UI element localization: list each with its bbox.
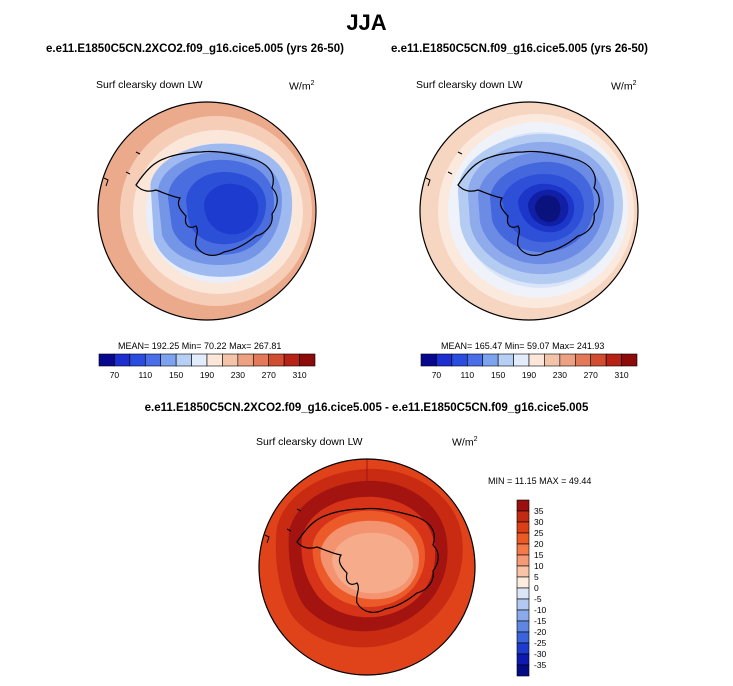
colorbar-diff-swatch bbox=[516, 653, 530, 666]
colorbar-right-swatch bbox=[497, 353, 514, 367]
units-label-right: W/m2 bbox=[611, 80, 637, 93]
colorbar-right-swatch bbox=[528, 353, 545, 367]
colorbar-left-swatch bbox=[206, 353, 223, 367]
variable-label-right: Surf clearsky down LW bbox=[416, 79, 523, 91]
colorbar-right-swatch bbox=[420, 353, 437, 367]
panel-title-right: e.e11.E1850C5CN.f09_g16.cice5.005 (yrs 2… bbox=[391, 43, 649, 55]
map-left-fill bbox=[98, 102, 316, 320]
colorbar-left-swatch bbox=[299, 353, 316, 367]
units-label-diff: W/m2 bbox=[452, 436, 478, 449]
colorbar-diff-tick-label: 20 bbox=[534, 539, 544, 549]
colorbar-diff-tick-label: 10 bbox=[534, 561, 544, 571]
colorbar-left-swatch bbox=[114, 353, 131, 367]
colorbar-left-tick-label: 310 bbox=[292, 370, 306, 380]
colorbar-left-tick-label: 150 bbox=[169, 370, 183, 380]
colorbar-right-swatch bbox=[436, 353, 453, 367]
colorbar-right-tick-label: 150 bbox=[491, 370, 505, 380]
colorbar-diff-tick-label: -35 bbox=[534, 660, 547, 670]
colorbar-diff-tick-label: -30 bbox=[534, 649, 547, 659]
colorbar-diff-swatch bbox=[516, 598, 530, 611]
colorbar-left-swatch bbox=[129, 353, 146, 367]
colorbar-diff-swatch bbox=[516, 532, 530, 545]
colorbar-right-swatch bbox=[590, 353, 607, 367]
colorbar-right: 70110150190230270310350 bbox=[420, 353, 638, 380]
colorbar-diff-swatch bbox=[516, 609, 530, 622]
colorbar-left-swatch bbox=[144, 353, 162, 367]
variable-label-left: Surf clearsky down LW bbox=[96, 79, 203, 91]
colorbar-diff-swatch bbox=[516, 521, 530, 534]
colorbar-diff-tick-label: 0 bbox=[534, 583, 539, 593]
colorbar-right-tick-label: 190 bbox=[522, 370, 536, 380]
colorbar-diff-swatch bbox=[516, 642, 530, 655]
colorbar-left-tick-label: 110 bbox=[139, 370, 153, 380]
colorbar-left: 70110150190230270310350 bbox=[98, 353, 316, 380]
colorbar-left-swatch bbox=[175, 353, 192, 367]
colorbar-diff-tick-label: 25 bbox=[534, 528, 544, 538]
colorbar-diff-swatch bbox=[516, 587, 530, 600]
colorbar-left-tick-label: 230 bbox=[231, 370, 245, 380]
colorbar-right-swatch bbox=[621, 353, 638, 367]
colorbar-left-tick-label: 70 bbox=[110, 370, 120, 380]
colorbar-right-swatch bbox=[482, 353, 499, 367]
colorbar-diff-tick-label: -15 bbox=[534, 616, 547, 626]
colorbar-left-swatch bbox=[268, 353, 285, 367]
map-right bbox=[419, 101, 639, 321]
colorbar-diff-swatch bbox=[516, 554, 530, 567]
colorbar-left-swatch bbox=[191, 353, 208, 367]
colorbar-diff-tick-label: -10 bbox=[534, 605, 547, 615]
colorbar-right-tick-label: 70 bbox=[432, 370, 442, 380]
colorbar-right-swatch bbox=[559, 353, 576, 367]
colorbar-diff-swatch bbox=[516, 510, 530, 523]
colorbar-right-tick-label: 230 bbox=[553, 370, 567, 380]
map-right-fill bbox=[420, 102, 638, 320]
colorbar-right-swatch bbox=[544, 353, 561, 367]
page-title: JJA bbox=[346, 10, 387, 35]
stats-right: MEAN= 165.47 Min= 59.07 Max= 241.93 bbox=[441, 341, 605, 351]
colorbar-diff-swatch bbox=[516, 565, 530, 578]
colorbar-diff-swatch bbox=[516, 620, 530, 633]
diff-panel-title: e.e11.E1850C5CN.2XCO2.f09_g16.cice5.005 … bbox=[144, 402, 589, 414]
colorbar-diff-tick-label: -20 bbox=[534, 627, 547, 637]
colorbar-diff-tick-label: 15 bbox=[534, 550, 544, 560]
colorbar-left-swatch bbox=[98, 353, 115, 367]
colorbar-diff-swatch bbox=[516, 576, 530, 589]
colorbar-right-swatch bbox=[605, 353, 622, 367]
colorbar-diff-tick-label: 35 bbox=[534, 506, 544, 516]
colorbar-diff-tick-label: 5 bbox=[534, 572, 539, 582]
colorbar-diff-swatch bbox=[516, 664, 530, 677]
variable-label-diff: Surf clearsky down LW bbox=[256, 436, 363, 448]
colorbar-diff-tick-label: -5 bbox=[534, 594, 542, 604]
units-label-left: W/m2 bbox=[289, 80, 315, 93]
colorbar-diff-tick-label: 30 bbox=[534, 517, 544, 527]
colorbar-left-swatch bbox=[222, 353, 239, 367]
colorbar-right-swatch bbox=[451, 353, 468, 367]
colorbar-left-swatch bbox=[237, 353, 254, 367]
colorbar-left-swatch bbox=[283, 353, 300, 367]
colorbar-right-swatch bbox=[574, 353, 592, 367]
stats-diff: MIN = 11.15 MAX = 49.44 bbox=[488, 476, 592, 486]
colorbar-diff-tick-label: -25 bbox=[534, 638, 547, 648]
colorbar-diff-swatch bbox=[516, 631, 530, 644]
colorbar-right-tick-label: 110 bbox=[461, 370, 475, 380]
colorbar-right-swatch bbox=[513, 353, 530, 367]
colorbar-left-tick-label: 190 bbox=[200, 370, 214, 380]
map-left bbox=[97, 101, 317, 321]
colorbar-left-tick-label: 270 bbox=[262, 370, 276, 380]
colorbar-right-tick-label: 310 bbox=[614, 370, 628, 380]
colorbar-diff-swatch bbox=[516, 543, 530, 556]
colorbar-right-swatch bbox=[466, 353, 484, 367]
colorbar-left-swatch bbox=[160, 353, 177, 367]
colorbar-right-tick-label: 270 bbox=[584, 370, 598, 380]
map-diff bbox=[258, 458, 476, 676]
stats-left: MEAN= 192.25 Min= 70.22 Max= 267.81 bbox=[118, 341, 282, 351]
colorbar-left-swatch bbox=[252, 353, 270, 367]
colorbar-diff-swatch bbox=[516, 499, 530, 512]
panel-title-left: e.e11.E1850C5CN.2XCO2.f09_g16.cice5.005 … bbox=[46, 43, 344, 55]
